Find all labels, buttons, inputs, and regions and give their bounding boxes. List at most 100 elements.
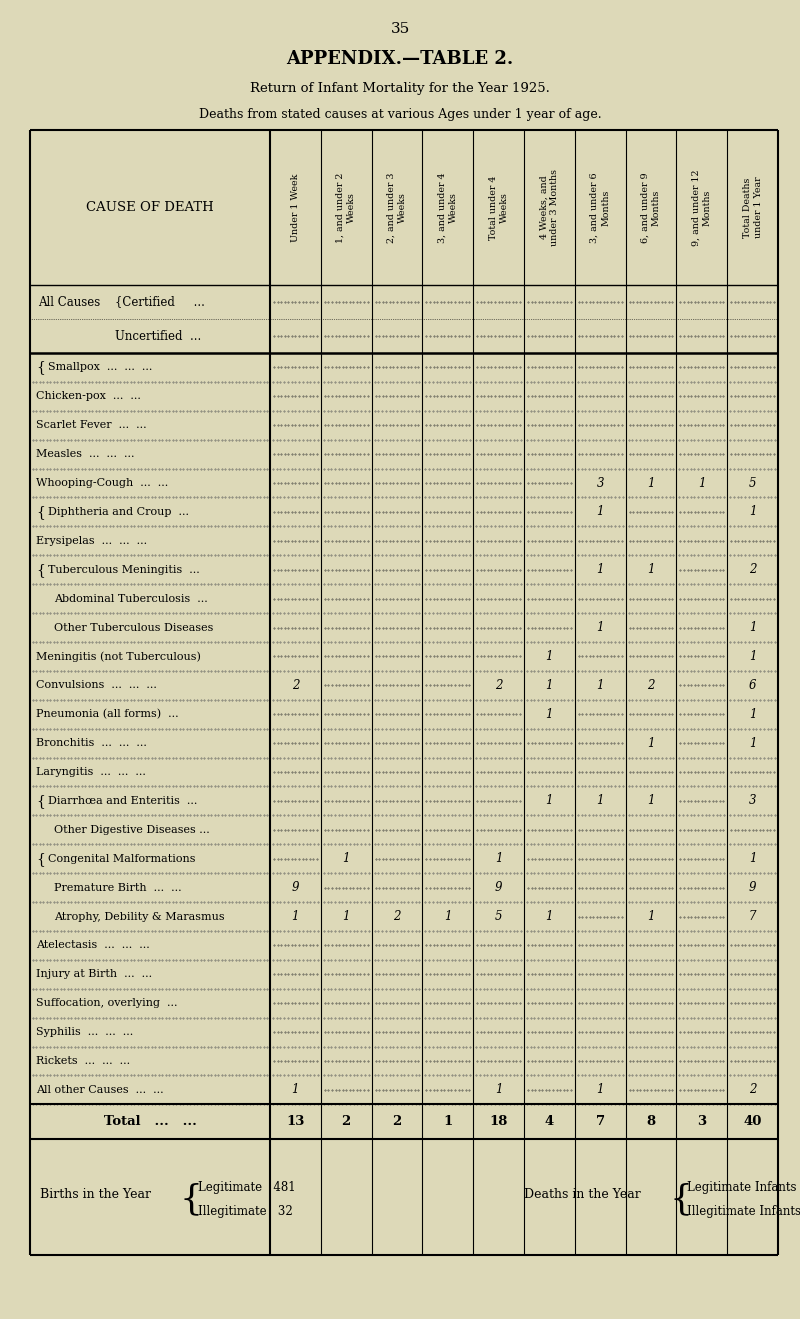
Text: 7: 7	[749, 910, 756, 923]
Text: 4: 4	[545, 1116, 554, 1128]
Text: {: {	[36, 852, 45, 865]
Text: 9, and under 12
Months: 9, and under 12 Months	[692, 169, 712, 245]
Text: 1: 1	[597, 794, 604, 807]
Text: Total under 4
Weeks: Total under 4 Weeks	[489, 175, 509, 240]
Text: 1: 1	[597, 505, 604, 518]
Text: 9: 9	[292, 881, 299, 894]
Text: Illegitimate Infants   2: Illegitimate Infants 2	[687, 1206, 800, 1219]
Text: Congenital Malformations: Congenital Malformations	[48, 853, 195, 864]
Text: 9: 9	[495, 881, 502, 894]
Text: {: {	[36, 505, 45, 518]
Text: 1: 1	[698, 476, 706, 489]
Text: 1: 1	[647, 563, 654, 576]
Text: 2: 2	[394, 910, 401, 923]
Text: Suffocation, overlying  ...: Suffocation, overlying ...	[36, 998, 178, 1008]
Text: 3, and under 6
Months: 3, and under 6 Months	[590, 173, 610, 243]
Text: 1: 1	[749, 505, 756, 518]
Text: 1: 1	[342, 910, 350, 923]
Text: Scarlet Fever  ...  ...: Scarlet Fever ... ...	[36, 421, 146, 430]
Text: Rickets  ...  ...  ...: Rickets ... ... ...	[36, 1057, 130, 1066]
Text: 2, and under 3
Weeks: 2, and under 3 Weeks	[387, 173, 407, 243]
Text: All other Causes  ...  ...: All other Causes ... ...	[36, 1086, 164, 1095]
Text: Return of Infant Mortality for the Year 1925.: Return of Infant Mortality for the Year …	[250, 82, 550, 95]
Text: 2: 2	[392, 1116, 402, 1128]
Text: Births in the Year: Births in the Year	[40, 1188, 151, 1202]
Text: 1: 1	[546, 650, 553, 663]
Text: 2: 2	[749, 1083, 756, 1096]
Text: APPENDIX.—TABLE 2.: APPENDIX.—TABLE 2.	[286, 50, 514, 69]
Text: 7: 7	[596, 1116, 605, 1128]
Text: Atelectasis  ...  ...  ...: Atelectasis ... ... ...	[36, 940, 150, 951]
Text: Bronchitis  ...  ...  ...: Bronchitis ... ... ...	[36, 739, 147, 748]
Text: 5: 5	[749, 476, 756, 489]
Text: Chicken-pox  ...  ...: Chicken-pox ... ...	[36, 392, 141, 401]
Text: Pneumonia (all forms)  ...: Pneumonia (all forms) ...	[36, 710, 178, 719]
Text: Legitimate Infants   38: Legitimate Infants 38	[687, 1182, 800, 1194]
Text: {: {	[36, 360, 45, 375]
Text: Under 1 Week: Under 1 Week	[291, 173, 300, 241]
Text: 6, and under 9
Months: 6, and under 9 Months	[641, 173, 661, 243]
Text: Laryngitis  ...  ...  ...: Laryngitis ... ... ...	[36, 768, 146, 777]
Text: 1: 1	[749, 621, 756, 634]
Text: Measles  ...  ...  ...: Measles ... ... ...	[36, 450, 134, 459]
Text: {: {	[36, 563, 45, 576]
Text: Total Deaths
under 1 Year: Total Deaths under 1 Year	[742, 177, 762, 239]
Text: Meningitis (not Tuberculous): Meningitis (not Tuberculous)	[36, 652, 201, 662]
Text: {: {	[669, 1183, 692, 1216]
Text: 1: 1	[495, 852, 502, 865]
Text: CAUSE OF DEATH: CAUSE OF DEATH	[86, 200, 214, 214]
Text: Diarrhœa and Enteritis  ...: Diarrhœa and Enteritis ...	[48, 795, 198, 806]
Text: Deaths from stated causes at various Ages under 1 year of age.: Deaths from stated causes at various Age…	[198, 108, 602, 121]
Text: 4 Weeks, and
under 3 Months: 4 Weeks, and under 3 Months	[539, 169, 559, 247]
Text: 2: 2	[342, 1116, 351, 1128]
Text: 1: 1	[546, 708, 553, 720]
Text: 1: 1	[597, 563, 604, 576]
Text: 1: 1	[292, 1083, 299, 1096]
Text: 8: 8	[646, 1116, 655, 1128]
Text: 1: 1	[546, 910, 553, 923]
Text: 9: 9	[749, 881, 756, 894]
Text: Uncertified  ...: Uncertified ...	[115, 330, 202, 343]
Text: 2: 2	[749, 563, 756, 576]
Text: 1: 1	[546, 679, 553, 692]
Text: 6: 6	[749, 679, 756, 692]
Text: {Certified     ...: {Certified ...	[115, 295, 205, 309]
Text: Deaths in the Year: Deaths in the Year	[524, 1188, 641, 1202]
Text: 3: 3	[749, 794, 756, 807]
Text: 13: 13	[286, 1116, 305, 1128]
Text: 1: 1	[749, 736, 756, 749]
Text: 2: 2	[495, 679, 502, 692]
Text: 3: 3	[597, 476, 604, 489]
Text: 1: 1	[749, 852, 756, 865]
Text: 2: 2	[647, 679, 654, 692]
Text: 1: 1	[647, 910, 654, 923]
Text: 1: 1	[546, 794, 553, 807]
Text: Other Digestive Diseases ...: Other Digestive Diseases ...	[54, 824, 210, 835]
Text: 2: 2	[292, 679, 299, 692]
Text: 40: 40	[743, 1116, 762, 1128]
Text: 1: 1	[495, 1083, 502, 1096]
Text: 5: 5	[495, 910, 502, 923]
Text: Illegitimate   32: Illegitimate 32	[198, 1206, 293, 1219]
Text: Premature Birth  ...  ...: Premature Birth ... ...	[54, 882, 182, 893]
Text: Diphtheria and Croup  ...: Diphtheria and Croup ...	[48, 506, 189, 517]
Text: 1, and under 2
Weeks: 1, and under 2 Weeks	[336, 173, 356, 243]
Text: Smallpox  ...  ...  ...: Smallpox ... ... ...	[48, 363, 152, 372]
Text: Whooping-Cough  ...  ...: Whooping-Cough ... ...	[36, 477, 168, 488]
Text: Other Tuberculous Diseases: Other Tuberculous Diseases	[54, 623, 214, 633]
Text: 35: 35	[390, 22, 410, 36]
Text: Total   ...   ...: Total ... ...	[103, 1116, 197, 1128]
Text: 1: 1	[647, 794, 654, 807]
Text: 1: 1	[597, 1083, 604, 1096]
Text: 1: 1	[647, 476, 654, 489]
Text: All Causes: All Causes	[38, 295, 104, 309]
Text: 1: 1	[597, 679, 604, 692]
Text: Convulsions  ...  ...  ...: Convulsions ... ... ...	[36, 681, 157, 690]
Text: Erysipelas  ...  ...  ...: Erysipelas ... ... ...	[36, 536, 147, 546]
Text: Legitimate   481: Legitimate 481	[198, 1182, 296, 1194]
Text: Injury at Birth  ...  ...: Injury at Birth ... ...	[36, 969, 152, 979]
Text: 3, and under 4
Weeks: 3, and under 4 Weeks	[438, 173, 458, 243]
Text: 1: 1	[444, 910, 451, 923]
Text: Abdominal Tuberculosis  ...: Abdominal Tuberculosis ...	[54, 594, 208, 604]
Text: 1: 1	[749, 650, 756, 663]
